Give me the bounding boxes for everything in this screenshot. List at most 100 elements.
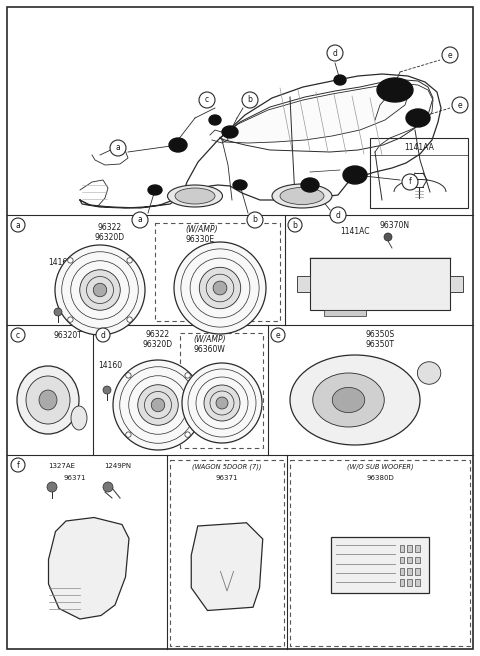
Ellipse shape xyxy=(272,184,332,208)
Text: e: e xyxy=(276,331,280,340)
Text: (W/O SUB WOOFER): (W/O SUB WOOFER) xyxy=(347,464,413,470)
Circle shape xyxy=(185,432,190,438)
Circle shape xyxy=(113,360,203,450)
Circle shape xyxy=(126,373,131,378)
Circle shape xyxy=(330,207,346,223)
Ellipse shape xyxy=(168,185,223,207)
Circle shape xyxy=(127,317,132,322)
Circle shape xyxy=(204,385,240,421)
Ellipse shape xyxy=(418,361,441,384)
Circle shape xyxy=(452,97,468,113)
Text: a: a xyxy=(16,220,20,230)
Circle shape xyxy=(174,242,266,334)
Circle shape xyxy=(327,45,343,61)
Ellipse shape xyxy=(169,138,187,152)
Bar xyxy=(415,545,420,552)
Circle shape xyxy=(103,386,111,394)
Circle shape xyxy=(247,212,263,228)
Circle shape xyxy=(103,482,113,492)
Bar xyxy=(415,579,420,586)
Circle shape xyxy=(213,281,227,295)
Text: d: d xyxy=(333,49,337,58)
Circle shape xyxy=(93,283,107,297)
Ellipse shape xyxy=(332,388,365,413)
Circle shape xyxy=(96,328,110,342)
Circle shape xyxy=(132,212,148,228)
Text: f: f xyxy=(408,178,411,186)
Text: 96320D: 96320D xyxy=(143,340,173,349)
Bar xyxy=(290,460,470,646)
Text: d: d xyxy=(336,211,340,220)
Bar xyxy=(408,556,412,564)
Bar xyxy=(155,223,280,321)
Text: 96371: 96371 xyxy=(216,475,238,481)
Circle shape xyxy=(185,373,190,378)
Circle shape xyxy=(442,47,458,63)
Circle shape xyxy=(199,267,240,309)
Text: 96322: 96322 xyxy=(98,223,122,232)
Text: d: d xyxy=(101,331,106,340)
Text: b: b xyxy=(252,216,257,224)
Bar xyxy=(399,568,404,575)
Ellipse shape xyxy=(313,373,384,427)
Circle shape xyxy=(11,328,25,342)
Bar xyxy=(399,579,404,586)
Text: 96370N: 96370N xyxy=(380,221,410,230)
Polygon shape xyxy=(48,518,129,619)
Circle shape xyxy=(216,397,228,409)
Circle shape xyxy=(402,174,418,190)
Circle shape xyxy=(68,258,73,263)
Circle shape xyxy=(11,458,25,472)
Text: 96322: 96322 xyxy=(146,330,170,339)
Bar xyxy=(331,537,429,593)
Circle shape xyxy=(384,233,392,241)
Circle shape xyxy=(54,308,62,316)
Ellipse shape xyxy=(377,78,413,102)
Text: 1141AA: 1141AA xyxy=(404,144,434,152)
Bar xyxy=(399,556,404,564)
Ellipse shape xyxy=(148,185,162,195)
Circle shape xyxy=(271,328,285,342)
Text: 1327AE: 1327AE xyxy=(48,463,75,469)
Circle shape xyxy=(242,92,258,108)
Text: e: e xyxy=(448,51,452,60)
Text: 96371: 96371 xyxy=(64,475,86,481)
Text: c: c xyxy=(205,96,209,104)
Circle shape xyxy=(199,92,215,108)
Text: 96350S: 96350S xyxy=(365,330,395,339)
Text: a: a xyxy=(116,144,120,152)
Text: 14160: 14160 xyxy=(98,361,122,370)
Bar xyxy=(408,568,412,575)
Ellipse shape xyxy=(26,376,70,424)
Text: (W/AMP): (W/AMP) xyxy=(193,335,226,344)
Ellipse shape xyxy=(301,178,319,192)
Ellipse shape xyxy=(280,188,324,205)
Text: 96360W: 96360W xyxy=(193,345,225,354)
Text: 1141AC: 1141AC xyxy=(340,227,370,236)
Bar xyxy=(408,579,412,586)
Ellipse shape xyxy=(233,180,247,190)
Text: 96330E: 96330E xyxy=(185,235,214,244)
Ellipse shape xyxy=(334,75,346,85)
Text: b: b xyxy=(293,220,298,230)
Circle shape xyxy=(288,218,302,232)
Circle shape xyxy=(138,385,178,425)
Circle shape xyxy=(55,245,145,335)
Text: b: b xyxy=(248,96,252,104)
Circle shape xyxy=(11,218,25,232)
Text: 1249PN: 1249PN xyxy=(105,463,132,469)
Text: e: e xyxy=(458,100,462,110)
Text: f: f xyxy=(17,461,19,470)
Ellipse shape xyxy=(290,355,420,445)
Text: 14160: 14160 xyxy=(48,258,72,267)
Ellipse shape xyxy=(39,390,57,410)
Bar xyxy=(170,460,284,646)
Circle shape xyxy=(68,317,73,322)
Text: (WAGON 5DOOR (7)): (WAGON 5DOOR (7)) xyxy=(192,464,262,470)
Text: 96380D: 96380D xyxy=(366,475,394,481)
Bar xyxy=(180,333,263,448)
Circle shape xyxy=(182,363,262,443)
Circle shape xyxy=(47,482,57,492)
Ellipse shape xyxy=(175,188,215,204)
Bar xyxy=(450,276,463,292)
